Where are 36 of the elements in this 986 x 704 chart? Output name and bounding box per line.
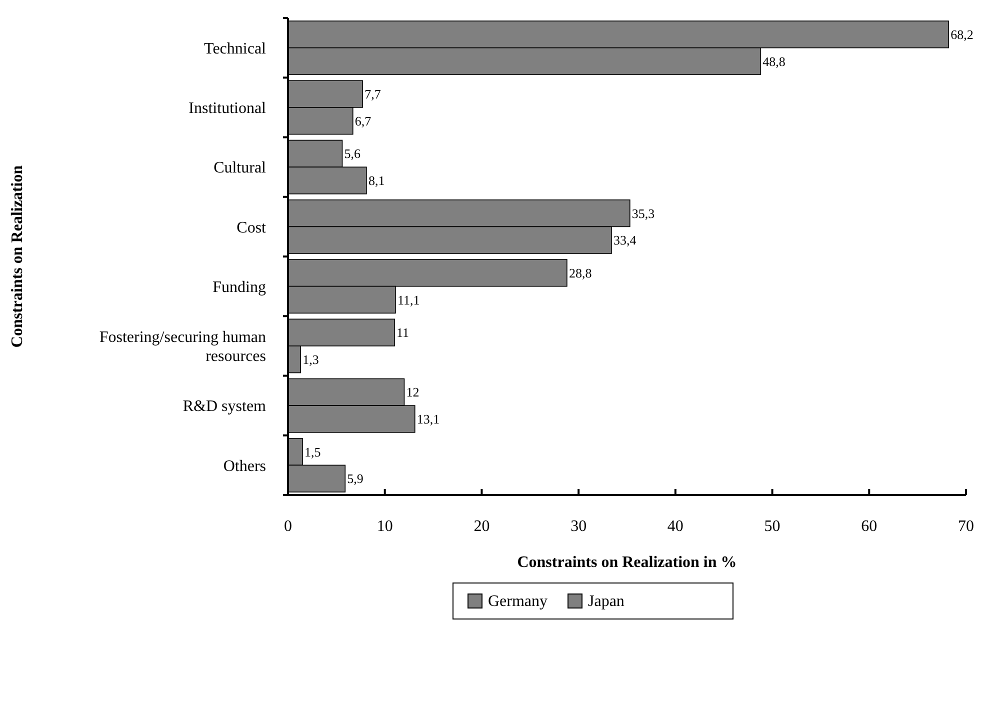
legend-label: Japan [588, 593, 624, 610]
data-label: 5,9 [347, 471, 364, 486]
x-tick-label: 20 [474, 518, 490, 535]
y-tick-label: Others [223, 458, 266, 475]
data-label: 35,3 [632, 206, 655, 221]
x-tick-label: 0 [284, 518, 292, 535]
data-label: 6,7 [354, 113, 372, 128]
y-tick-label: Cultural [214, 160, 267, 177]
data-label: 11,1 [398, 292, 420, 308]
y-axis-title: Constraints on Realization [9, 165, 26, 348]
data-label: 28,8 [568, 265, 592, 280]
y-tick-label: Institutional [188, 100, 267, 118]
x-tick-label: 60 [861, 518, 878, 535]
legend-label: Germany [488, 593, 548, 610]
x-tick-label: 30 [570, 518, 587, 535]
data-label: 48,8 [762, 54, 786, 69]
data-label: 13,1 [416, 412, 440, 427]
x-axis-title: Constraints on Realization in % [517, 554, 737, 571]
data-label: 7,7 [364, 86, 382, 102]
y-tick-label: R&D system [182, 398, 267, 416]
y-tick-label: Technical [204, 40, 267, 58]
x-tick-label: 50 [764, 518, 780, 535]
data-label: 12 [406, 384, 420, 400]
data-label: 68,2 [950, 26, 974, 42]
x-tick-label: 10 [376, 518, 393, 535]
x-tick-label: 40 [667, 518, 684, 535]
data-label: 11 [396, 325, 410, 340]
data-label: 33,4 [614, 232, 637, 248]
data-label: 1,5 [304, 444, 321, 460]
data-label: 5,6 [344, 146, 361, 162]
y-tick-label: Fostering/securing human resources [99, 329, 266, 366]
y-tick-label: Cost [236, 219, 267, 236]
x-tick-label: 70 [958, 518, 974, 535]
y-tick-label: Funding [212, 278, 266, 296]
data-label: 1,3 [302, 352, 319, 367]
data-label: 8,1 [368, 173, 385, 188]
